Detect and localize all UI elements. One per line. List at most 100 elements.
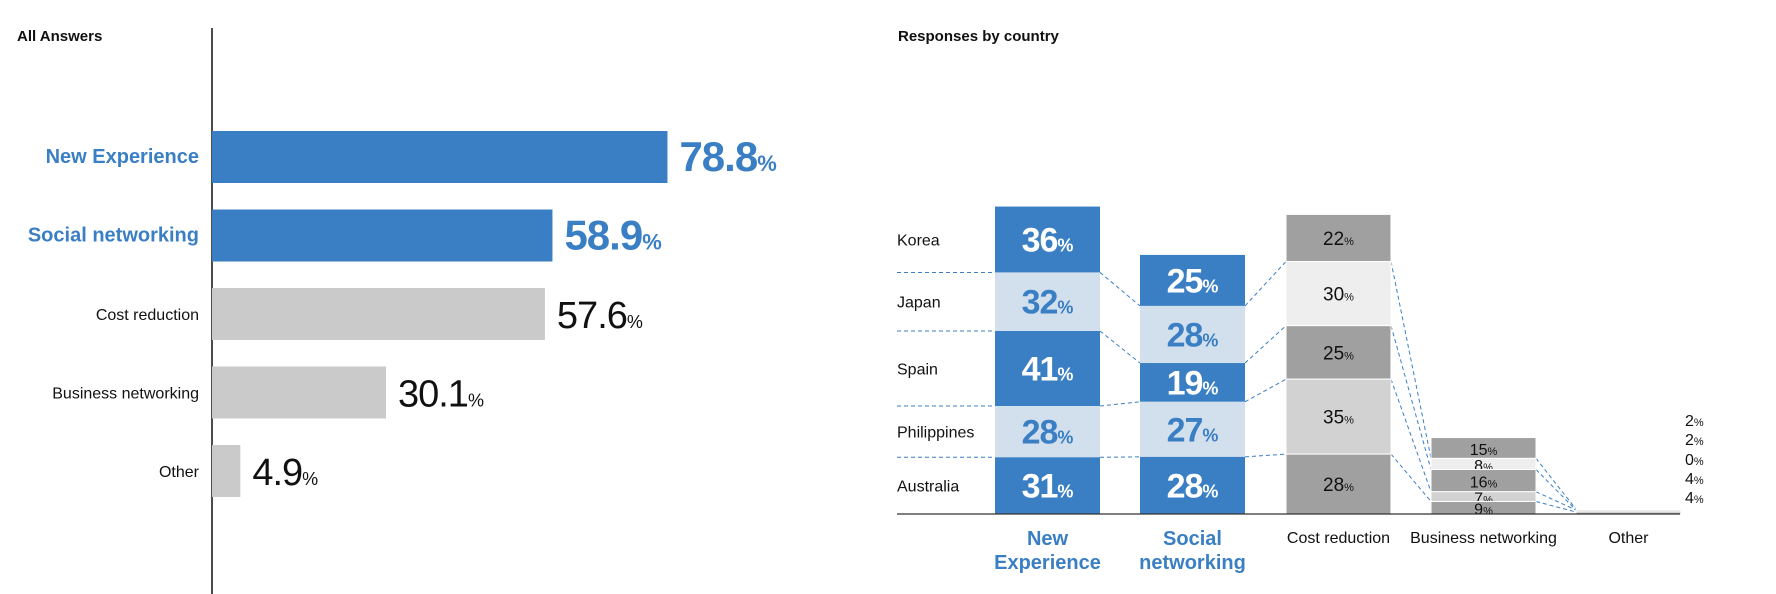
value-number: 28 [1323, 475, 1344, 496]
country-label-korea: Korea [897, 233, 940, 250]
segment-value-label: 16% [1470, 475, 1498, 492]
value-percent-sign: % [1057, 236, 1073, 256]
value-percent-sign: % [1694, 494, 1704, 506]
segment-value-label: 19% [1167, 364, 1219, 402]
value-label: 30.1% [398, 374, 484, 416]
value-number: 28 [1167, 467, 1203, 505]
connector-line [1099, 272, 1141, 307]
value-percent-sign: % [1202, 378, 1218, 398]
value-number: 2 [1685, 413, 1694, 430]
value-percent-sign: % [1488, 479, 1498, 491]
x-category-label: New [1027, 528, 1069, 550]
x-category-label: Business networking [1410, 530, 1557, 547]
connector-line [1535, 469, 1577, 511]
value-percent-sign: % [1202, 425, 1218, 445]
value-percent-sign: % [1694, 475, 1704, 487]
connector-line [1099, 401, 1141, 407]
value-number: 57.6 [557, 295, 627, 337]
segment-social-networking [1140, 254, 1245, 306]
value-percent-sign: % [1344, 415, 1354, 427]
segment-new-experience [995, 206, 1100, 273]
segment-value-label: 28% [1022, 414, 1074, 452]
value-percent-sign: % [757, 151, 777, 176]
connector-line [1390, 379, 1432, 492]
value-percent-sign: % [1344, 350, 1354, 362]
segment-value-label: 35% [1323, 408, 1354, 429]
segment-value-label: 2% [1685, 413, 1704, 430]
segment-value-label: 4% [1685, 471, 1704, 488]
segment-value-label: 28% [1167, 316, 1219, 354]
value-number: 30 [1323, 285, 1344, 306]
segment-social-networking [1140, 401, 1245, 457]
value-number: 0 [1685, 452, 1694, 469]
segment-cost-reduction [1285, 325, 1392, 380]
chart-title: All Answers [17, 28, 102, 45]
segment-value-label: 7% [1474, 491, 1493, 508]
segment-value-label: 32% [1022, 284, 1074, 322]
category-label: Other [159, 464, 200, 481]
segment-cost-reduction [1285, 378, 1392, 455]
value-number: 16 [1470, 475, 1488, 492]
segment-value-label: 8% [1474, 458, 1493, 475]
value-percent-sign: % [627, 312, 643, 332]
segment-value-label: 2% [1685, 432, 1704, 449]
segment-value-label: 27% [1167, 411, 1219, 449]
value-percent-sign: % [642, 230, 662, 255]
x-category-label: Experience [994, 552, 1101, 574]
value-number: 78.8 [679, 133, 757, 180]
value-percent-sign: % [1483, 495, 1493, 507]
segment-value-label: 9% [1474, 502, 1493, 519]
value-percent-sign: % [302, 469, 318, 489]
value-percent-sign: % [1694, 436, 1704, 448]
segment-value-label: 25% [1167, 262, 1219, 300]
value-number: 4.9 [252, 452, 302, 494]
bar-business-networking [212, 366, 386, 419]
connector-line [1099, 330, 1141, 364]
bar-new-experience [212, 131, 668, 183]
value-number: 41 [1022, 351, 1058, 389]
segment-new-experience [995, 331, 1100, 407]
value-number: 31 [1022, 468, 1058, 506]
value-percent-sign: % [1202, 330, 1218, 350]
x-category-label: Social [1163, 528, 1222, 550]
country-labels: Korea Japan Spain Philippines Australia [897, 233, 974, 496]
category-label: New Experience [46, 146, 199, 168]
value-number: 4 [1685, 490, 1694, 507]
connector-line [1535, 501, 1577, 513]
bar-cost-reduction [212, 288, 545, 340]
connector-line [1535, 491, 1577, 511]
value-label: 4.9% [252, 452, 318, 494]
x-category-label: networking [1139, 552, 1246, 574]
country-label-philippines: Philippines [897, 425, 974, 442]
all-answers-chart: All Answers New Experience 78.8% Social ne… [17, 28, 777, 594]
value-number: 8 [1474, 458, 1483, 475]
segment-cost-reduction [1285, 453, 1392, 515]
segment-value-label: 36% [1022, 222, 1074, 260]
value-percent-sign: % [1483, 462, 1493, 474]
value-label: 57.6% [557, 295, 643, 337]
segment-value-label: 28% [1323, 475, 1354, 496]
value-number: 7 [1474, 491, 1483, 508]
value-percent-sign: % [1483, 506, 1493, 518]
value-percent-sign: % [1488, 446, 1498, 458]
connector-line [1244, 378, 1287, 403]
connector-line [1390, 453, 1432, 502]
value-number: 35 [1323, 408, 1344, 429]
category-label: Cost reduction [96, 307, 199, 324]
segment-value-label: 0% [1685, 452, 1704, 469]
value-percent-sign: % [1344, 292, 1354, 304]
connector-line [1535, 458, 1577, 510]
connector-line [1244, 325, 1287, 364]
value-number: 32 [1022, 284, 1058, 322]
value-number: 9 [1474, 502, 1483, 519]
segment-value-label: 31% [1022, 468, 1074, 506]
value-number: 28 [1167, 316, 1203, 354]
value-percent-sign: % [1057, 482, 1073, 502]
x-category-label: Other [1608, 530, 1649, 547]
value-percent-sign: % [1344, 482, 1354, 494]
segment-new-experience [995, 406, 1100, 458]
value-number: 4 [1685, 471, 1694, 488]
segment-social-networking [1140, 305, 1245, 364]
segment-new-experience [995, 457, 1100, 514]
